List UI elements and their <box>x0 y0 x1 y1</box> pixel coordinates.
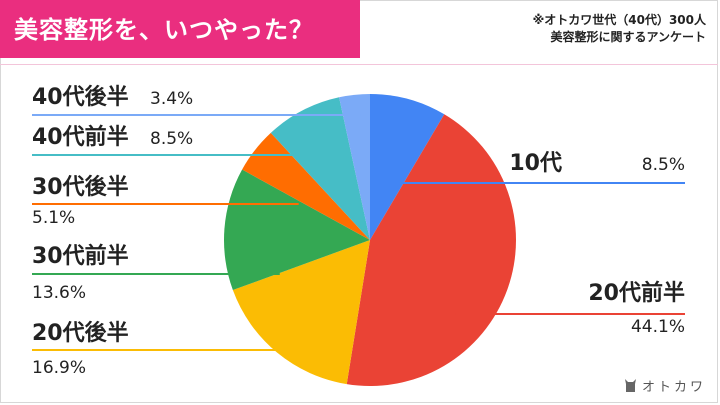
slice-label-4: 30代後半 <box>32 174 129 200</box>
brand-name: オトカワ <box>641 379 706 395</box>
slice-label-0: 10代 <box>509 151 562 176</box>
survey-note-line1: ※オトカワ世代（40代）300人 <box>532 13 706 27</box>
pie-slice-4 <box>242 132 370 240</box>
pie-slices <box>223 94 517 387</box>
page-title: 美容整形を、いつやった？ <box>14 16 314 44</box>
slice-label-5: 40代前半 <box>32 124 129 150</box>
survey-note: ※オトカワ世代（40代）300人 美容整形に関するアンケート <box>533 12 706 46</box>
slice-label-2: 20代後半 <box>32 320 129 346</box>
slice-value-3: 13.6% <box>32 283 86 303</box>
pie-slice-0 <box>370 94 445 240</box>
pie-slice-2 <box>232 240 370 385</box>
slice-value-0: 8.5% <box>642 155 685 175</box>
pie-slice-5 <box>270 97 370 240</box>
brand-logo: オトカワ <box>624 376 706 398</box>
title-divider <box>0 64 718 65</box>
slice-value-6: 3.4% <box>150 89 193 109</box>
slice-label-1: 20代前半 <box>588 280 685 306</box>
cat-icon <box>624 377 638 397</box>
slice-labels: 10代 8.5% 20代前半 44.1% 20代後半 16.9% 30代前半 13.6% 30代… <box>32 84 685 378</box>
pie-slice-6 <box>339 94 370 240</box>
title-bar: 美容整形を、いつやった？ <box>0 0 360 58</box>
slice-label-6: 40代後半 <box>32 84 129 110</box>
slice-value-2: 16.9% <box>32 358 86 378</box>
survey-note-line2: 美容整形に関するアンケート <box>550 30 706 44</box>
leader-lines <box>32 114 685 351</box>
slice-value-1: 44.1% <box>631 317 685 337</box>
slice-value-5: 8.5% <box>150 129 193 149</box>
slice-label-3: 30代前半 <box>32 243 129 269</box>
slice-value-4: 5.1% <box>32 208 75 228</box>
pie-slice-3 <box>223 169 370 291</box>
